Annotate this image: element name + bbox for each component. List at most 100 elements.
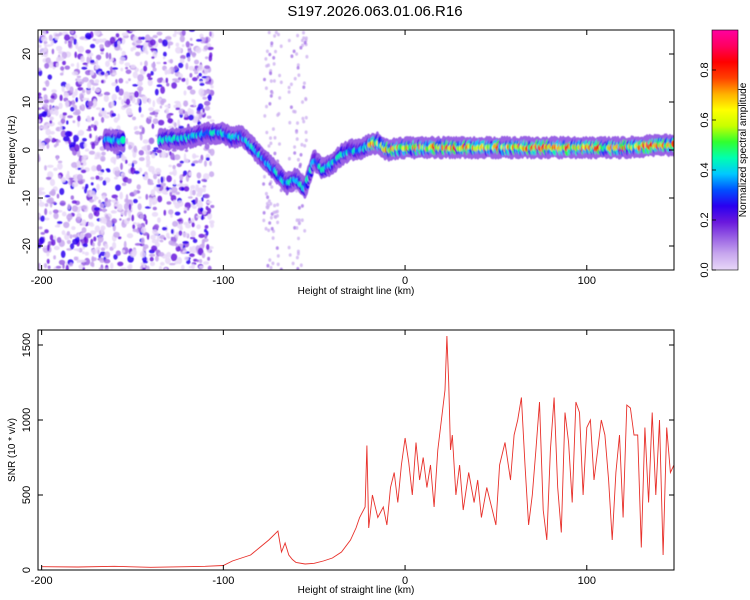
- spectrogram-cell: [295, 137, 299, 141]
- spectrogram-cell: [274, 30, 278, 35]
- spectrogram-cell: [262, 218, 266, 223]
- spectrogram-cell: [172, 220, 178, 227]
- spectrogram-cell: [160, 86, 166, 94]
- spectrogram-cell: [183, 186, 190, 192]
- spectrogram-cell: [166, 251, 172, 258]
- spectrogram-cell: [95, 54, 102, 61]
- spectrogram-cell: [38, 141, 43, 148]
- spectrogram-cell: [51, 48, 55, 55]
- spectrogram-cell: [206, 244, 210, 251]
- spectrogram-cell: [185, 41, 190, 48]
- spectrogram-cell: [125, 66, 129, 70]
- spectrogram-cell: [115, 85, 120, 93]
- spectrogram-cell: [151, 245, 158, 252]
- spectrogram-cell: [98, 267, 103, 270]
- spectrogram-cell: [295, 218, 299, 222]
- spectrogram-cell: [59, 72, 64, 76]
- spectrogram-cell: [189, 246, 193, 253]
- spectrogram-cell: [153, 173, 158, 180]
- spectrogram-cell: [44, 217, 50, 221]
- spectrogram-cell: [125, 98, 131, 106]
- spectrogram-cell: [60, 130, 67, 138]
- spectrogram-cell: [133, 189, 138, 195]
- spectrogram-cell: [90, 182, 94, 186]
- spectrogram-cell: [50, 95, 55, 99]
- spectrogram-cell: [105, 214, 109, 219]
- spectrogram-cell: [66, 239, 71, 245]
- spectrogram-cell: [101, 151, 106, 156]
- spectrogram-cell: [195, 197, 198, 204]
- spectrogram-cell: [296, 66, 300, 70]
- spectrogram-cell: [112, 72, 117, 76]
- spectrogram-cell: [202, 185, 207, 188]
- spectrogram-cell: [53, 255, 56, 260]
- spectrogram-cell: [81, 219, 87, 226]
- spectrogram-cell: [51, 137, 56, 143]
- spectrogram-cell: [129, 95, 133, 101]
- spectrogram-cell: [81, 137, 87, 142]
- spectrogram-cell: [174, 154, 181, 161]
- spectrogram-cell: [152, 100, 156, 108]
- spectrogram-cell: [111, 113, 116, 117]
- spectrogram-cell: [134, 91, 139, 98]
- spectrogram-cell: [183, 100, 188, 107]
- spectrogram-cell: [179, 179, 183, 184]
- spectrogram-cell: [38, 67, 42, 72]
- spectrogram-cell: [69, 234, 73, 239]
- spectrogram-cell: [118, 88, 124, 96]
- spectrogram-cell: [182, 232, 188, 238]
- spectrogram-cell: [177, 119, 181, 127]
- colorbar-tick-label: 0.8: [699, 62, 711, 77]
- spectrogram-cell: [149, 253, 156, 257]
- spectrogram-y-tick-label: 10: [21, 96, 33, 108]
- spectrogram-cell: [174, 100, 181, 104]
- spectrogram-cell: [295, 226, 299, 230]
- spectrogram-cell: [45, 57, 51, 64]
- spectrogram-cell: [154, 109, 160, 113]
- spectrogram-cell: [210, 204, 215, 209]
- spectrogram-cell: [194, 70, 199, 75]
- spectrogram-cell: [166, 82, 170, 87]
- spectrogram-cell: [60, 118, 66, 124]
- spectrogram-cell: [148, 116, 152, 120]
- figure-title: S197.2026.063.01.06.R16: [287, 3, 462, 20]
- spectrogram-cell: [82, 251, 85, 255]
- spectrogram-cell: [79, 232, 85, 240]
- spectrogram-cell: [81, 205, 87, 210]
- spectrogram-cell: [671, 140, 674, 148]
- spectrogram-cell: [146, 73, 152, 78]
- spectrogram-cell: [199, 82, 205, 86]
- spectrogram-cell: [209, 220, 215, 224]
- spectrogram-cell: [298, 162, 302, 167]
- spectrogram-cell: [196, 259, 199, 263]
- spectrogram-cell: [276, 159, 280, 163]
- spectrogram-cell: [179, 223, 183, 230]
- spectrogram-cell: [118, 96, 122, 101]
- spectrogram-cell: [92, 82, 99, 86]
- spectrogram-cell: [199, 33, 204, 38]
- spectrogram-cell: [115, 166, 120, 172]
- spectrogram-cell: [302, 85, 306, 89]
- spectrogram-cell: [178, 230, 183, 236]
- spectrogram-cell: [167, 118, 173, 124]
- spectrogram-cell: [38, 226, 43, 230]
- spectrogram-cell: [278, 73, 282, 78]
- spectrogram-cell: [53, 167, 58, 171]
- spectrogram-cell: [67, 115, 73, 119]
- spectrogram-cell: [150, 261, 155, 267]
- spectrogram-cell: [71, 99, 76, 107]
- spectrogram-cell: [45, 79, 50, 87]
- spectrogram-cell: [187, 107, 192, 115]
- spectrogram-cell: [188, 114, 194, 121]
- spectrogram-cell: [175, 243, 179, 247]
- spectrogram-cell: [137, 223, 142, 228]
- spectrogram-cell: [140, 250, 146, 258]
- spectrogram-cell: [120, 154, 125, 161]
- spectrogram-cell: [121, 182, 127, 186]
- spectrogram-cell: [187, 56, 191, 62]
- spectrogram-cell: [98, 199, 102, 204]
- spectrogram-cell: [53, 212, 59, 220]
- spectrogram-cell: [58, 102, 63, 110]
- spectrogram-cell: [262, 211, 266, 215]
- spectrogram-cell: [66, 213, 73, 221]
